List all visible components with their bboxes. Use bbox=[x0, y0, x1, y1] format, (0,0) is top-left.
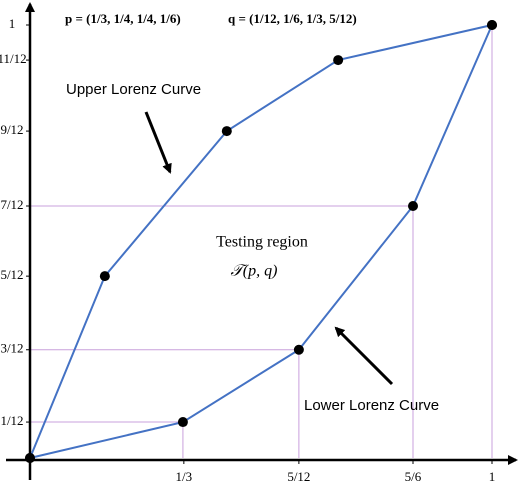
curve-point bbox=[25, 453, 35, 463]
curve-point bbox=[407, 200, 418, 211]
x-tick-label: 1 bbox=[489, 469, 496, 484]
x-tick-label: 1/3 bbox=[176, 469, 193, 484]
formula-q: q = (1/12, 1/6, 1/3, 5/12) bbox=[228, 11, 357, 26]
arrow bbox=[144, 111, 172, 174]
curve-point bbox=[293, 344, 304, 355]
region-label: Testing region bbox=[216, 234, 308, 251]
y-tick-label: 1 bbox=[9, 16, 16, 31]
x-tick-label: 5/12 bbox=[287, 469, 310, 484]
formula-p: p = (1/3, 1/4, 1/4, 1/6) bbox=[65, 11, 181, 26]
arrow bbox=[334, 326, 394, 386]
y-tick-label: 9/12 bbox=[0, 122, 23, 137]
curve-point bbox=[333, 55, 344, 66]
x-tick-label: 5/6 bbox=[405, 469, 422, 484]
y-tick-label: 11/12 bbox=[0, 51, 27, 66]
upper-curve-label: Upper Lorenz Curve bbox=[66, 81, 201, 98]
curve-point bbox=[221, 126, 232, 137]
y-tick-label: 3/12 bbox=[0, 341, 23, 356]
curve-point bbox=[99, 271, 110, 282]
curve-point bbox=[487, 20, 497, 30]
curve-point bbox=[177, 417, 188, 428]
y-tick-label: 5/12 bbox=[0, 267, 23, 282]
y-tick-label: 7/12 bbox=[0, 197, 23, 212]
region-symbol: 𝒯(p, q) bbox=[231, 263, 278, 280]
y-tick-label: 1/12 bbox=[0, 413, 23, 428]
lower-curve-label: Lower Lorenz Curve bbox=[304, 397, 439, 414]
